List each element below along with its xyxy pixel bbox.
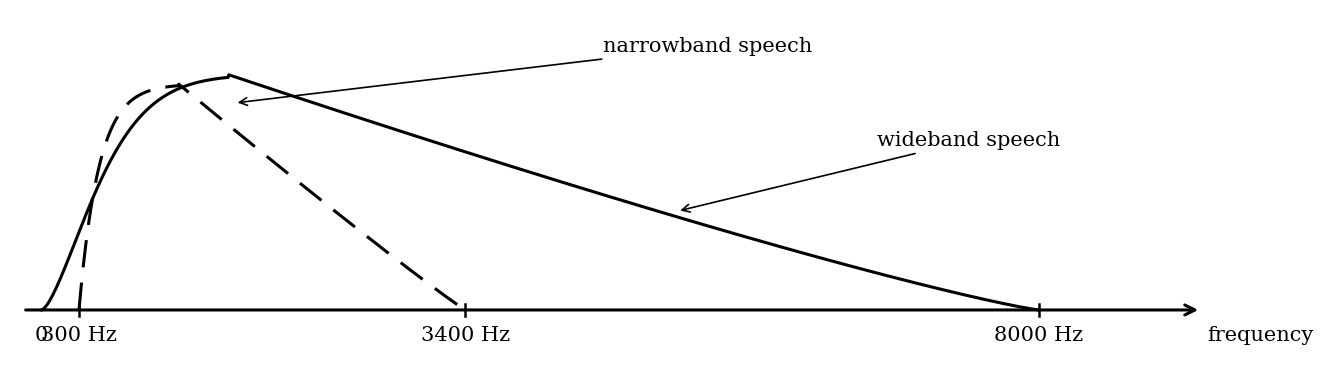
Text: frequency: frequency	[1207, 326, 1313, 345]
Text: 3400 Hz: 3400 Hz	[421, 326, 510, 345]
Text: narrowband speech: narrowband speech	[239, 37, 811, 105]
Text: wideband speech: wideband speech	[681, 131, 1060, 212]
Text: 8000 Hz: 8000 Hz	[995, 326, 1084, 345]
Text: 300 Hz: 300 Hz	[41, 326, 117, 345]
Text: 0: 0	[35, 326, 48, 345]
